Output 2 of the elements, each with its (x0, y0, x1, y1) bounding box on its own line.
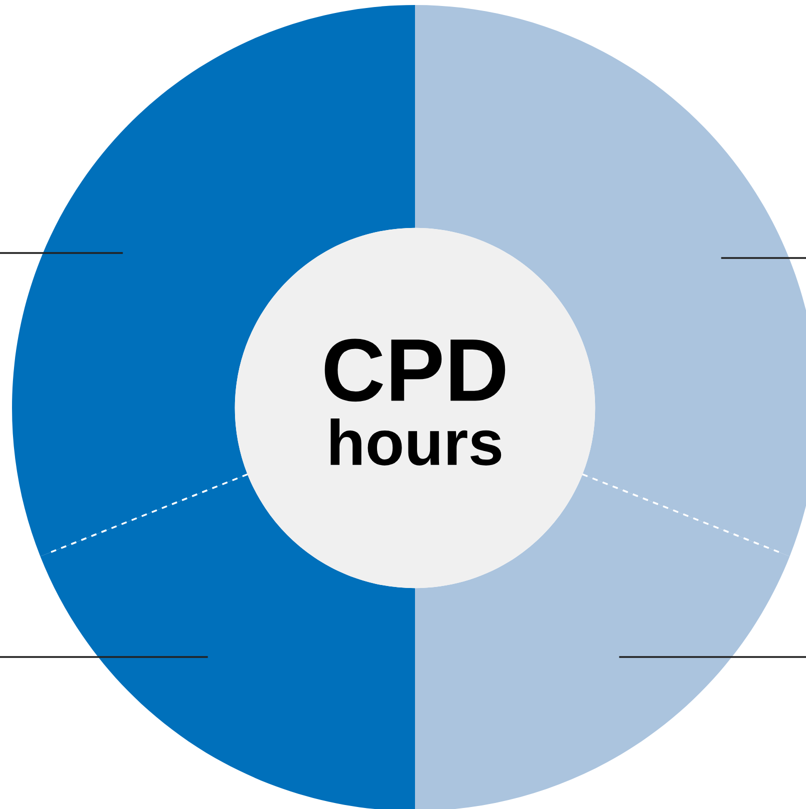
text: CPD (324, 338, 506, 402)
text: hours (330, 418, 502, 466)
